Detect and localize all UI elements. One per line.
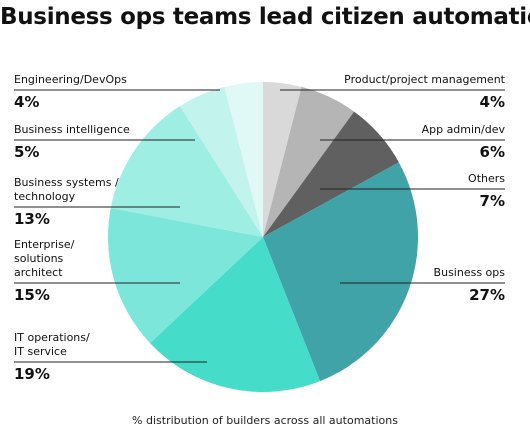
legend-label: Others: [468, 172, 505, 185]
value-label: 4%: [479, 93, 505, 111]
value-label: 19%: [14, 365, 50, 383]
pie-slice: [263, 162, 418, 382]
value-label: 4%: [14, 93, 40, 111]
chart-title: Business ops teams lead citizen automati…: [0, 4, 530, 30]
pie-slice: [179, 86, 263, 237]
legend-label: Engineering/DevOps: [14, 73, 127, 86]
legend-label: IT operations/ IT service: [14, 331, 90, 358]
value-label: 15%: [14, 286, 50, 304]
pie-slice: [263, 111, 399, 237]
pie-slice: [150, 237, 321, 392]
value-label: 13%: [14, 210, 50, 228]
pie-slice: [224, 82, 263, 237]
value-label: 6%: [479, 143, 505, 161]
caption: % distribution of builders across all au…: [132, 414, 398, 427]
legend-label: Product/project management: [344, 73, 505, 86]
value-label: 27%: [469, 286, 505, 304]
legend-label: Enterprise/ solutions architect: [14, 238, 75, 279]
legend-label: Business intelligence: [14, 123, 130, 136]
value-label: 5%: [14, 143, 40, 161]
legend-label: App admin/dev: [421, 123, 505, 136]
legend-label: Business ops: [433, 266, 505, 279]
pie-slice: [108, 207, 263, 344]
pie-slice: [110, 106, 263, 237]
pie-slice: [263, 86, 355, 237]
value-label: 7%: [479, 192, 505, 210]
pie-slice: [263, 82, 302, 237]
legend-label: Business systems / technology: [14, 176, 119, 203]
